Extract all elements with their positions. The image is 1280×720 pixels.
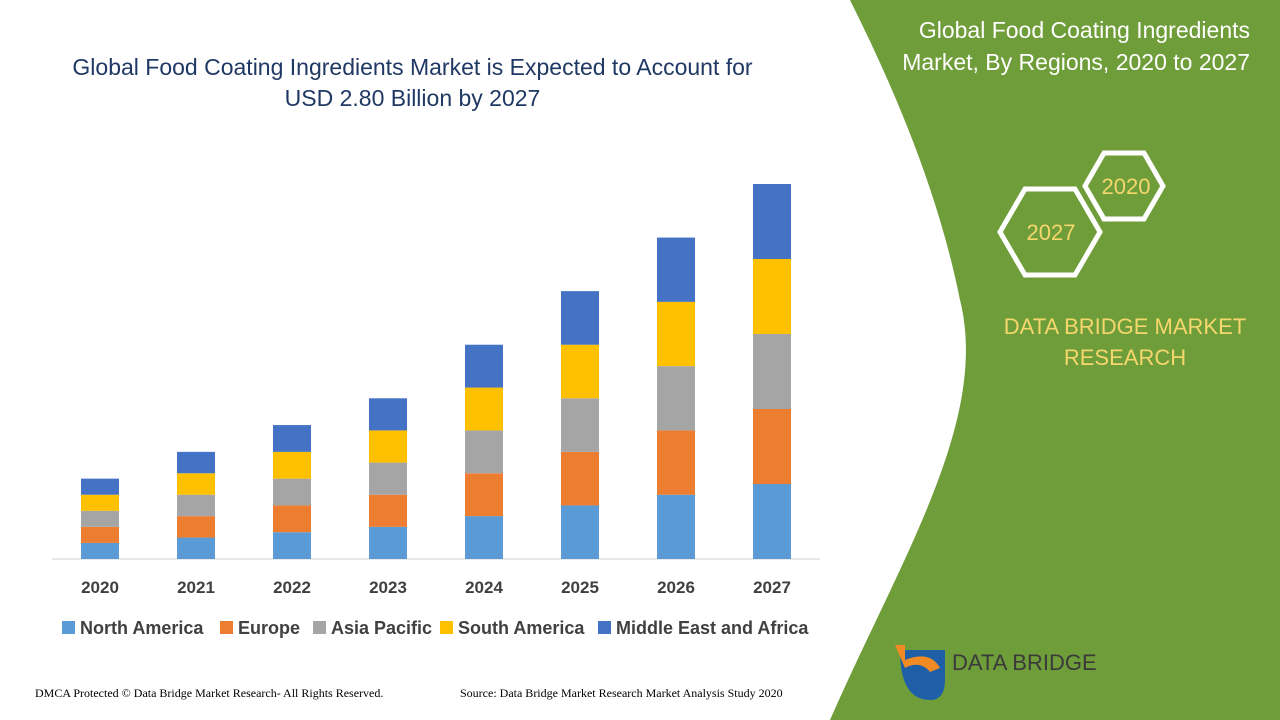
bar-segment (561, 505, 599, 559)
legend-label: Europe (238, 618, 300, 638)
x-tick-label: 2022 (273, 578, 311, 597)
bar-segment (81, 526, 119, 543)
bar-segment (369, 494, 407, 527)
bar-segment (657, 366, 695, 431)
legend-label: Middle East and Africa (616, 618, 809, 638)
bar-segment (81, 542, 119, 559)
logo-text: DATA BRIDGE (952, 650, 1097, 675)
bar-segment (465, 473, 503, 517)
bar-segment (465, 430, 503, 474)
bar-segment (657, 494, 695, 559)
bar-segment (273, 425, 311, 452)
legend-swatch (598, 621, 611, 634)
legend-label: South America (458, 618, 585, 638)
bar-segment (753, 184, 791, 259)
legend-swatch (313, 621, 326, 634)
bar-segment (177, 516, 215, 538)
bar-segment (273, 505, 311, 533)
bar-segment (369, 398, 407, 431)
brand: DATA BRIDGE MARKET RESEARCH (1003, 314, 1247, 370)
x-tick-label: 2020 (81, 578, 119, 597)
logo-mark (895, 645, 940, 672)
bar-segment (753, 484, 791, 559)
bar-segment (273, 451, 311, 479)
bar-segment (369, 462, 407, 495)
bar-segment (177, 537, 215, 559)
bar-segment (465, 344, 503, 388)
bar-segment (81, 478, 119, 495)
hexagon (1082, 150, 1166, 222)
hexagon-label: 2027 (1027, 220, 1076, 245)
bar-segment (753, 259, 791, 334)
bar-segment (369, 430, 407, 463)
bar-segment (273, 478, 311, 506)
footer-left: DMCA Protected © Data Bridge Market Rese… (35, 686, 384, 700)
x-tick-label: 2024 (465, 578, 503, 597)
bar-segment (657, 430, 695, 495)
chart-title: Global Food Coating Ingredients Market i… (72, 54, 753, 111)
x-tick-label: 2026 (657, 578, 695, 597)
x-tick-label: 2025 (561, 578, 599, 597)
hexagon-label: 2020 (1102, 174, 1151, 199)
x-tick-label: 2021 (177, 578, 215, 597)
bar-segment (753, 409, 791, 484)
bar-segment (465, 387, 503, 431)
footer-right: Source: Data Bridge Market Research Mark… (460, 686, 783, 700)
legend-swatch (62, 621, 75, 634)
x-tick-label: 2023 (369, 578, 407, 597)
legend-label: Asia Pacific (331, 618, 432, 638)
x-tick-label: 2027 (753, 578, 791, 597)
side-panel (830, 0, 1280, 720)
bar-segment (177, 494, 215, 517)
plot: 2020 2021 2022 2023 2024 2025 2026 2027 North Am… (52, 184, 820, 638)
bar-segment (657, 237, 695, 302)
bar-segment (369, 526, 407, 559)
hexagon (997, 186, 1103, 278)
legend-label: North America (80, 618, 204, 638)
legend-swatch (220, 621, 233, 634)
bar-segment (657, 301, 695, 367)
panel-title: Global Food Coating Ingredients Market, … (902, 17, 1250, 75)
bar-segment (177, 473, 215, 495)
bar-segment (465, 516, 503, 559)
bar-segment (753, 334, 791, 409)
bar-segment (561, 451, 599, 506)
bar-segment (177, 451, 215, 474)
bar-segment (561, 398, 599, 452)
bar-segment (561, 291, 599, 345)
bar-segment (81, 510, 119, 527)
bar-segment (273, 532, 311, 559)
bar-segment (561, 344, 599, 399)
bar-segment (81, 494, 119, 511)
legend-swatch (440, 621, 453, 634)
